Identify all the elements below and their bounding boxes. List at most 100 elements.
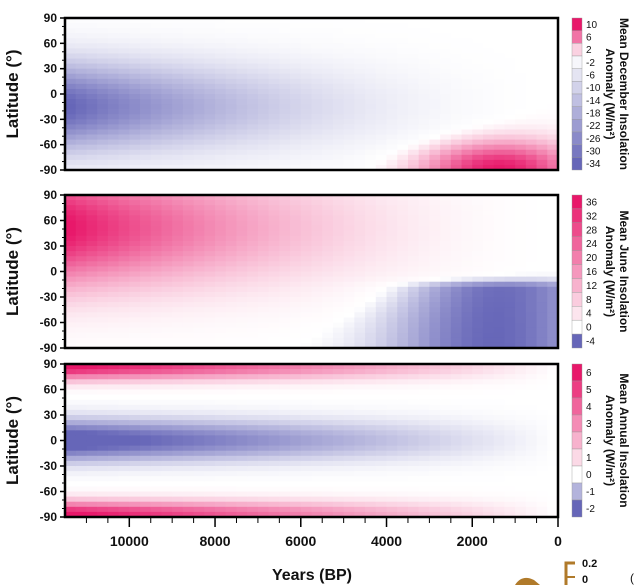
heat-cell: [450, 404, 463, 411]
heat-cell: [86, 200, 98, 206]
x-axis-title: Years (BP): [272, 567, 352, 584]
heat-cell: [547, 491, 559, 498]
heat-cell: [332, 430, 345, 436]
heat-cell: [515, 466, 527, 472]
heat-cell: [536, 460, 548, 467]
heat-cell: [300, 240, 313, 247]
heat-cell: [215, 337, 227, 344]
heat-cell: [257, 68, 270, 75]
heat-cell: [268, 256, 280, 262]
heat-cell: [247, 332, 259, 339]
heat-cell: [418, 425, 430, 431]
heat-cell: [365, 33, 377, 39]
heat-cell: [215, 215, 227, 222]
heat-cell: [407, 33, 420, 39]
heat-cell: [225, 394, 238, 401]
heat-cell: [236, 322, 248, 329]
heat-cell: [215, 466, 227, 472]
heat-cell: [247, 251, 259, 257]
heat-cell: [182, 364, 195, 370]
heat-cell: [279, 99, 291, 105]
heat-cell: [450, 337, 463, 344]
heat-cell: [482, 440, 495, 447]
heat-cell: [236, 139, 248, 146]
heat-cell: [332, 149, 345, 156]
heat-cell: [343, 404, 355, 411]
heat-cell: [386, 302, 398, 308]
heat-cell: [343, 291, 355, 298]
heat-cell: [322, 501, 334, 508]
heat-cell: [429, 246, 441, 252]
heat-cell: [107, 73, 120, 80]
heat-cell: [172, 48, 184, 55]
heat-cell: [290, 491, 302, 498]
heat-cell: [140, 297, 152, 303]
heat-cell: [150, 445, 163, 452]
heat-cell: [204, 271, 216, 278]
heat-cell: [515, 58, 527, 65]
heat-cell: [140, 261, 152, 267]
heat-cell: [440, 394, 452, 401]
heat-cell: [75, 43, 88, 49]
heat-cell: [182, 33, 195, 39]
heat-cell: [279, 129, 291, 136]
heat-cell: [386, 109, 398, 115]
heat-cell: [440, 342, 452, 349]
heat-cell: [75, 506, 88, 513]
heat-cell: [504, 511, 516, 518]
heat-cell: [311, 511, 323, 518]
heat-cell: [300, 455, 313, 462]
heat-cell: [75, 88, 88, 95]
heat-cell: [504, 28, 516, 34]
heat-cell: [461, 327, 473, 334]
heat-cell: [118, 139, 130, 146]
heat-cell: [225, 159, 238, 166]
heat-cell: [472, 471, 484, 477]
heat-cell: [429, 506, 441, 513]
heat-cell: [290, 501, 302, 508]
heat-cell: [215, 471, 227, 477]
heat-cell: [268, 399, 280, 406]
heat-cell: [536, 481, 548, 487]
heat-cell: [97, 496, 109, 503]
heat-cell: [161, 28, 173, 34]
heat-cell: [279, 230, 291, 237]
heat-cell: [182, 94, 195, 100]
heat-cell: [65, 394, 77, 401]
heat-cell: [365, 409, 377, 416]
heat-cell: [97, 415, 109, 421]
heat-cell: [268, 322, 280, 329]
heat-cell: [107, 486, 120, 493]
heat-cell: [247, 220, 259, 227]
colorbar-tick-label: -26: [586, 134, 601, 145]
heat-cell: [493, 384, 506, 391]
heat-cell: [107, 327, 120, 334]
heat-cell: [182, 425, 195, 431]
heat-cell: [472, 425, 484, 431]
heat-cell: [75, 271, 88, 278]
heat-cell: [525, 28, 538, 34]
heat-cell: [65, 404, 77, 411]
heat-cell: [504, 144, 516, 151]
heat-cell: [161, 33, 173, 39]
heat-cell: [311, 114, 323, 120]
heat-cell: [482, 312, 495, 318]
heat-cell: [504, 94, 516, 100]
heat-cell: [172, 164, 184, 171]
heat-cell: [300, 286, 313, 293]
heat-cell: [182, 440, 195, 447]
heat-cell: [215, 220, 227, 227]
heat-cell: [429, 48, 441, 55]
heat-cell: [365, 68, 377, 75]
heat-cell: [97, 281, 109, 288]
heat-cell: [257, 501, 270, 508]
heat-cell: [182, 73, 195, 80]
heat-cell: [450, 440, 463, 447]
heat-cell: [268, 119, 280, 125]
heat-cell: [150, 486, 163, 493]
heat-cell: [161, 114, 173, 120]
heat-cell: [290, 281, 302, 288]
heat-cell: [107, 200, 120, 206]
heat-cell: [504, 506, 516, 513]
heat-cell: [397, 195, 409, 201]
